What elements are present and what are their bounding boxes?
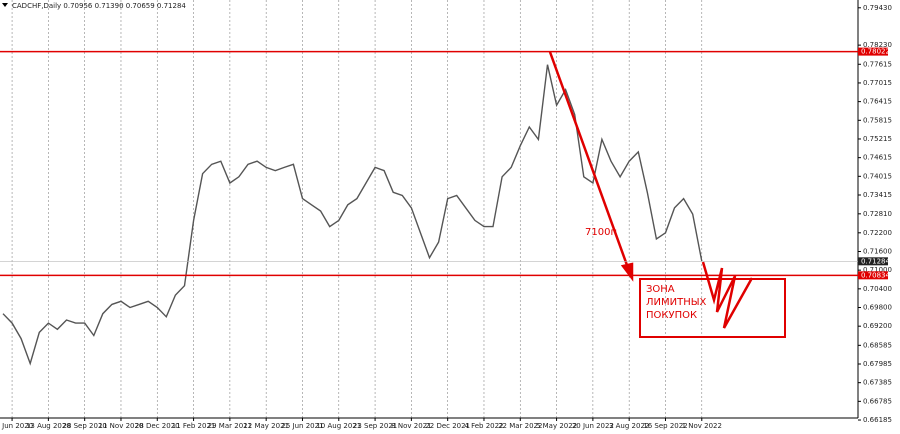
x-tick-label: 5 May 2022: [536, 422, 577, 430]
level-label-box: [858, 271, 888, 280]
arrow: [548, 51, 630, 269]
current-price-box: [858, 257, 888, 266]
zone-box: [639, 278, 786, 338]
y-tick-label: 0.79430: [863, 4, 892, 12]
x-tick-label: 11 Feb 2021: [172, 422, 216, 430]
y-tick-label: 0.72200: [863, 229, 892, 237]
distance-label: 7100п: [585, 227, 617, 238]
x-tick-label: 23 Sep 2021: [353, 422, 397, 430]
x-tick-label: 13 Aug 2020: [26, 422, 71, 430]
y-tick-label: 0.77015: [863, 79, 892, 87]
x-tick-label: 30 Jun 2020: [0, 422, 33, 430]
level-label-box: [858, 47, 888, 56]
x-tick-label: 1 Nov 2022: [682, 422, 722, 430]
grid: [11, 0, 703, 418]
x-tick-label: 4 Feb 2022: [464, 422, 503, 430]
y-tick-label: 0.73415: [863, 191, 892, 199]
x-tick-label: 29 Mar 2021: [208, 422, 252, 430]
y-tick-label: 0.71000: [863, 266, 892, 274]
y-tick-label: 0.67985: [863, 360, 892, 368]
level-label: 0.78022: [861, 48, 890, 56]
x-tick-label: 10 Aug 2021: [316, 422, 361, 430]
current-price-label: 0.71284: [861, 257, 890, 265]
y-tick-label: 0.72810: [863, 210, 892, 218]
chart-title: CADCHF,Daily 0.70956 0.71390 0.70659 0.7…: [12, 2, 186, 10]
x-tick-label: 28 Sep 2020: [62, 422, 106, 430]
y-tick-label: 0.74015: [863, 172, 892, 180]
y-tick-label: 0.71600: [863, 247, 892, 255]
x-tick-label: 22 Dec 2021: [425, 422, 470, 430]
y-tick-label: 0.66185: [863, 416, 892, 424]
x-tick-label: 3 Aug 2022: [609, 422, 649, 430]
title-icon: [2, 3, 8, 7]
x-tick-label: 22 Mar 2022: [498, 422, 542, 430]
y-tick-label: 0.68585: [863, 341, 892, 349]
zone-label: ПОКУПОК: [646, 310, 697, 321]
arrow-head: [620, 262, 634, 282]
x-tick-label: 28 Dec 2020: [135, 422, 180, 430]
y-tick-label: 0.74615: [863, 154, 892, 162]
y-tick-label: 0.70400: [863, 285, 892, 293]
x-tick-label: 11 Nov 2020: [99, 422, 144, 430]
y-tick-label: 0.75215: [863, 135, 892, 143]
y-tick-label: 0.69800: [863, 304, 892, 312]
zone-label: ЗОНА: [646, 284, 675, 295]
x-tick-label: 25 Jun 2021: [281, 422, 323, 430]
arrows: [548, 51, 754, 329]
zigzag: [701, 261, 754, 329]
x-tick-label: 20 Jun 2022: [572, 422, 614, 430]
x-tick-label: 8 Nov 2021: [391, 422, 431, 430]
plot: [2, 64, 703, 366]
y-tick-label: 0.76415: [863, 98, 892, 106]
y-tick-label: 0.67385: [863, 379, 892, 387]
zone-label: ЛИМИТНЫХ: [646, 297, 707, 308]
y-tick-label: 0.78230: [863, 41, 892, 49]
x-tick-label: 16 Sep 2022: [643, 422, 687, 430]
y-tick-label: 0.66785: [863, 397, 892, 405]
y-tick-label: 0.77615: [863, 60, 892, 68]
y-tick-label: 0.75815: [863, 116, 892, 124]
y-tick-label: 0.69200: [863, 322, 892, 330]
price-line: [2, 64, 703, 366]
x-tick-label: 12 May 2021: [243, 422, 289, 430]
level-label: 0.70834: [861, 271, 890, 279]
